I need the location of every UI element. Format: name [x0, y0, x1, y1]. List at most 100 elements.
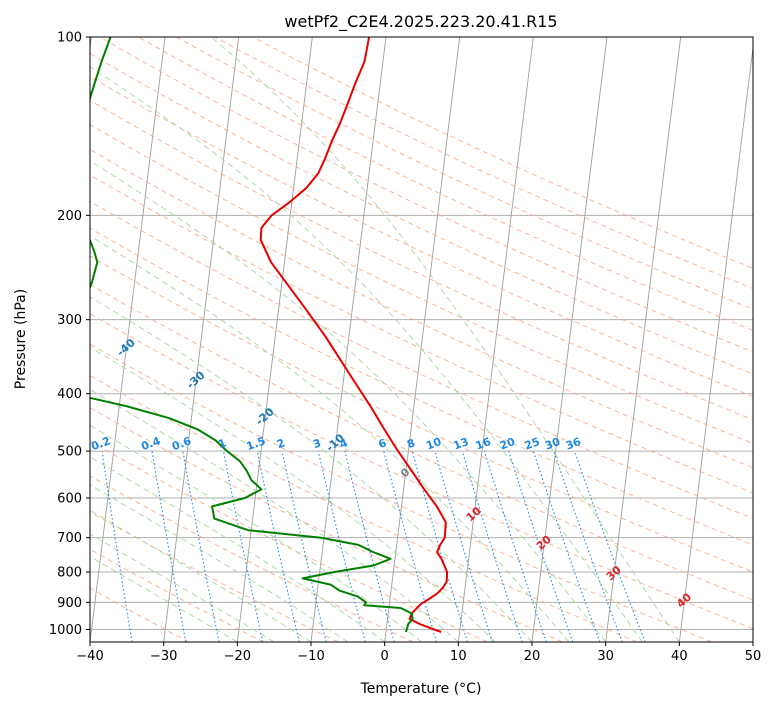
isotherm-line: [678, 44, 753, 642]
y-tick-label: 200: [57, 209, 82, 224]
dry-adiabat: [90, 313, 753, 630]
y-tick-label: 900: [57, 596, 82, 611]
plot-frame: [89, 36, 754, 643]
moist-adiabat: [90, 533, 275, 642]
isotherm-line: [90, 37, 166, 642]
dry-adiabat: [90, 511, 339, 642]
dry-adiabat: [176, 37, 753, 310]
dry-adiabat: [90, 99, 753, 421]
x-axis-label: Temperature (°C): [360, 681, 482, 697]
isotherm-line: [752, 638, 753, 642]
mixing-ratio-label: 1: [216, 436, 228, 451]
y-tick-label: 400: [57, 387, 82, 402]
isotherm-line: [605, 37, 682, 642]
mixing-ratio-line: [553, 450, 623, 642]
x-tick-label: 50: [745, 649, 762, 664]
mixing-ratio-line: [383, 450, 437, 642]
x-tick-label: 40: [671, 649, 688, 664]
moist-adiabat: [90, 346, 496, 642]
moist-adiabat: [90, 555, 238, 642]
dry-adiabat: [90, 53, 753, 375]
moist-adiabat: [90, 296, 533, 642]
mixing-ratio-line: [55, 451, 82, 642]
moist-adiabat: [90, 66, 643, 642]
mixing-ratio-label: 6: [377, 436, 389, 451]
mixing-ratio-label: 2: [275, 436, 287, 451]
mixing-ratio-label: 20: [498, 435, 517, 453]
x-tick-label: 0: [381, 649, 389, 664]
isotherm-label: -50: [46, 292, 70, 315]
moist-adiabat: [90, 424, 422, 642]
dry-adiabat: [90, 407, 563, 642]
isotherm-label: -40: [114, 336, 138, 359]
isotherm-line: [384, 37, 461, 642]
moist-adiabat: [90, 160, 607, 642]
mixing-ratio-line: [532, 450, 601, 642]
dry-adiabat: [252, 37, 753, 269]
x-tick-label: −30: [150, 649, 177, 664]
mixing-ratio-line: [411, 450, 469, 642]
chart-title: wetPf2_C2E4.2025.223.20.41.R15: [284, 12, 557, 32]
moist-adiabat: [90, 235, 570, 642]
dewpoint-profile-line: [90, 37, 414, 633]
mixing-ratio-label: 8: [405, 436, 417, 451]
y-tick-label: 1000: [49, 623, 82, 638]
isotherm-label: -60: [0, 241, 2, 264]
dry-adiabat: [90, 200, 753, 520]
dry-adiabat: [90, 440, 488, 642]
dry-adiabat: [90, 343, 712, 642]
mixing-ratio-line: [434, 450, 493, 642]
dry-adiabat: [90, 255, 753, 573]
isotherm-line: [163, 37, 240, 642]
y-tick-label: 800: [57, 566, 82, 581]
temperature-profile-line: [259, 37, 449, 633]
x-tick-label: −40: [76, 649, 103, 664]
mixing-ratio-line: [182, 451, 220, 642]
dry-adiabat: [99, 37, 753, 353]
mixing-ratio-label: 4: [338, 436, 350, 451]
mixing-ratio-label: 0.6: [170, 434, 193, 453]
mixing-ratio-line: [317, 450, 366, 642]
isotherm-label: -30: [184, 368, 208, 391]
mixing-ratio-label: 16: [474, 435, 493, 453]
mixing-ratio-label: 10: [424, 435, 443, 453]
isotherm-line: [236, 37, 313, 642]
mixing-ratio-line: [461, 450, 523, 642]
y-tick-label: 100: [57, 31, 82, 46]
mixing-ratio-line: [508, 450, 574, 642]
mixing-ratio-label: 30: [543, 435, 562, 453]
mixing-ratio-label: 36: [564, 435, 583, 453]
mixing-ratio-label: 25: [523, 435, 542, 452]
isotherm-line: [457, 37, 534, 642]
mixing-ratio-label: 0.2: [89, 434, 112, 453]
dry-adiabat: [90, 475, 414, 642]
x-tick-label: 10: [450, 649, 467, 664]
mixing-ratio-line: [222, 450, 264, 642]
isotherm-label: 30: [604, 563, 624, 583]
dry-adiabat: [90, 124, 753, 445]
dry-adiabat: [90, 148, 753, 469]
mixing-ratio-line: [574, 450, 646, 642]
x-tick-label: 20: [524, 649, 541, 664]
y-axis-label: Pressure (hPa): [13, 289, 29, 389]
isotherm-label: -20: [253, 405, 277, 428]
moist-adiabat: [90, 456, 385, 642]
isotherm-label: 20: [534, 533, 554, 553]
y-tick-label: 500: [57, 445, 82, 460]
mixing-ratio-line: [101, 451, 133, 642]
mixing-ratio-label: 0.4: [139, 434, 162, 453]
y-tick-label: 300: [57, 313, 82, 328]
moist-adiabat: [90, 509, 312, 642]
mixing-ratio-label: 1.5: [245, 434, 268, 453]
mixing-ratio-line: [256, 450, 300, 642]
x-tick-label: −10: [297, 649, 324, 664]
y-tick-label: 700: [57, 531, 82, 546]
isotherm-line: [531, 37, 608, 642]
mixing-ratio-line: [344, 450, 395, 642]
moist-adiabat: [210, 37, 680, 642]
dry-adiabat: [90, 76, 753, 398]
y-tick-label: 600: [57, 492, 82, 507]
x-tick-label: 30: [597, 649, 614, 664]
dry-adiabat: [90, 227, 753, 546]
